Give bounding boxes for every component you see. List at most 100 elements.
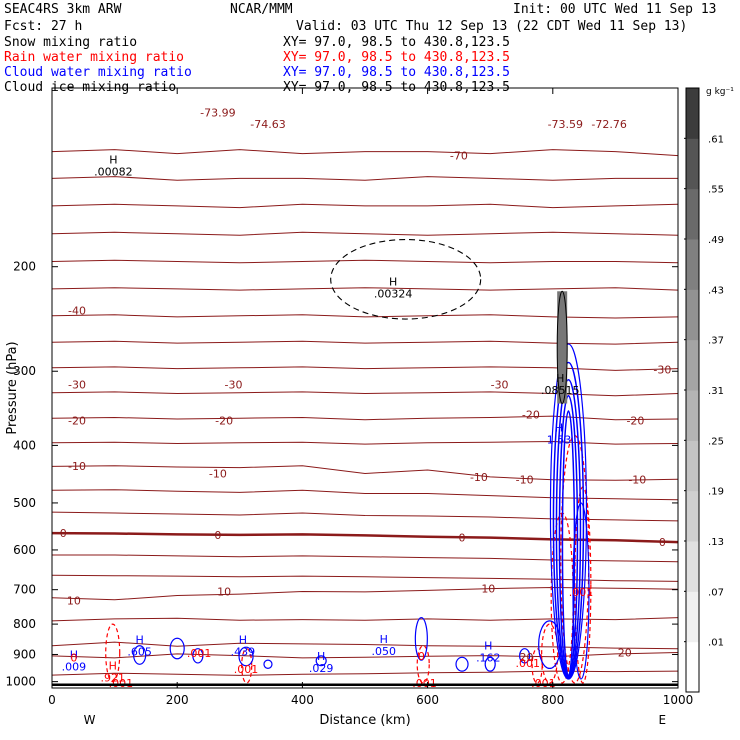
cloud-water-contour bbox=[519, 648, 531, 664]
axes: 0 200 400 600 800 100020030040050060070080090… bbox=[5, 87, 693, 728]
isotherm-line bbox=[51, 149, 679, 157]
colorbar-segment bbox=[686, 88, 699, 139]
isotherm-label: -73.59 bbox=[548, 118, 583, 131]
valid-time: Valid: 03 UTC Thu 12 Sep 13 (22 CDT Wed … bbox=[296, 19, 688, 34]
colorbar-label: .07 bbox=[708, 587, 724, 598]
organization-label: NCAR/MMM bbox=[230, 2, 293, 17]
isotherm-label: -40 bbox=[68, 304, 86, 317]
cloud-water-contour bbox=[238, 646, 254, 667]
isotherm-label: -30 bbox=[491, 379, 509, 392]
extremum-marker: H bbox=[239, 634, 247, 647]
isotherm-label: -20 bbox=[68, 414, 86, 427]
cloud-water-core bbox=[552, 361, 585, 680]
y-tick-label: 300 bbox=[13, 364, 36, 378]
snow-contour bbox=[556, 290, 568, 405]
field-cloudwater-xy: XY= 97.0, 98.5 to 430.8,123.5 bbox=[283, 65, 510, 80]
x-tick-label: 600 bbox=[416, 693, 439, 707]
isotherm-line bbox=[51, 531, 679, 544]
isotherm-label: 20 bbox=[618, 646, 632, 659]
y-tick-label: 200 bbox=[13, 260, 36, 274]
rain-label: .001 bbox=[187, 647, 212, 660]
isotherm-line bbox=[51, 366, 679, 371]
extremum-marker: H bbox=[109, 153, 117, 166]
forecast-hour: Fcst: 27 h bbox=[4, 19, 83, 34]
isotherm-line bbox=[51, 259, 679, 264]
cloud-water-contour bbox=[315, 655, 327, 667]
colorbar-label: .01 bbox=[708, 638, 724, 649]
isotherm-label: -20 bbox=[626, 414, 644, 427]
colorbar-segment bbox=[686, 490, 699, 542]
colorbar-label: .49 bbox=[708, 235, 724, 246]
isotherm-label: 0 bbox=[214, 529, 221, 542]
isotherm-line bbox=[51, 489, 679, 501]
cloud-water-contour bbox=[192, 648, 204, 664]
y-tick-label: 800 bbox=[13, 617, 36, 631]
x-tick-label: 800 bbox=[541, 693, 564, 707]
x-tick-label: 400 bbox=[291, 693, 314, 707]
extremum-value: .439 bbox=[231, 646, 256, 659]
extremum-value: .00082 bbox=[94, 165, 133, 178]
snow-contours bbox=[556, 290, 568, 405]
y-tick-label: 1000 bbox=[5, 675, 36, 689]
colorbar-segment bbox=[686, 339, 699, 391]
cloud-water-contour bbox=[133, 645, 147, 665]
rain-contour bbox=[105, 623, 121, 683]
isotherm-label: 0 bbox=[60, 527, 67, 540]
rain-label: .001 bbox=[516, 657, 541, 670]
extremum-value: .00324 bbox=[374, 288, 413, 301]
isotherm-line bbox=[52, 554, 679, 563]
isotherm-line bbox=[51, 440, 679, 445]
isotherm-label: -20 bbox=[522, 409, 540, 422]
isotherm-label: -30 bbox=[653, 364, 671, 377]
field-snow-name: Snow mixing ratio bbox=[4, 35, 138, 50]
cloud-water-contour bbox=[169, 637, 185, 660]
cloud-water-core bbox=[555, 378, 582, 679]
isotherm-line bbox=[51, 287, 679, 291]
isotherm-line bbox=[51, 574, 679, 582]
colorbar-segment bbox=[686, 541, 699, 592]
rain-label: 0 bbox=[418, 650, 425, 663]
cloud-water-contour bbox=[263, 659, 273, 670]
isotherm-line bbox=[51, 617, 679, 622]
colorbar-label: .13 bbox=[708, 537, 724, 548]
x-tick-label: 200 bbox=[166, 693, 189, 707]
y-tick-label: 400 bbox=[13, 438, 36, 452]
field-rain-name: Rain water mixing ratio bbox=[4, 50, 185, 65]
plot-frame bbox=[51, 87, 679, 689]
isotherm-label: -20 bbox=[215, 414, 233, 427]
isotherm-label: 10 bbox=[217, 586, 231, 599]
isotherm-label: -72.76 bbox=[591, 118, 626, 131]
colorbar-label: .31 bbox=[708, 386, 724, 397]
colorbar-label: .25 bbox=[708, 436, 724, 447]
colorbar-segment bbox=[686, 289, 699, 341]
cloud-water-core bbox=[558, 395, 579, 678]
colorbar-label: .55 bbox=[708, 185, 724, 196]
colorbar-segment bbox=[686, 440, 699, 492]
init-time: Init: 00 UTC Wed 11 Sep 13 bbox=[513, 2, 717, 17]
isotherm-label: 10 bbox=[481, 583, 495, 596]
isotherm-label: -30 bbox=[68, 379, 86, 392]
snow-fill bbox=[557, 291, 568, 404]
rain-label: 0 bbox=[70, 651, 77, 664]
colorbar-segment bbox=[686, 138, 699, 190]
isotherm-line bbox=[51, 465, 679, 481]
extremum-marker: H bbox=[555, 422, 563, 435]
extremum-marker: H bbox=[380, 633, 388, 646]
rain-label: .001 bbox=[234, 663, 259, 676]
cloud-water-contour bbox=[484, 656, 496, 672]
isotherm-label: -30 bbox=[225, 379, 243, 392]
isotherm-label: -10 bbox=[516, 474, 534, 487]
colorbar-label: .61 bbox=[708, 134, 724, 145]
extremum-marker: H bbox=[389, 276, 397, 289]
isotherm-line bbox=[51, 176, 678, 181]
isotherm-label: -10 bbox=[470, 471, 488, 484]
colorbar-label: .37 bbox=[708, 336, 724, 347]
cloud-ice-contour bbox=[330, 238, 482, 320]
isotherm-label: -74.63 bbox=[250, 118, 285, 131]
isotherm-line bbox=[51, 203, 679, 209]
isotherm-label: 10 bbox=[67, 594, 81, 607]
cloud-water-core bbox=[561, 410, 576, 677]
isotherm-line bbox=[51, 314, 679, 319]
extremum-marker: H bbox=[556, 372, 564, 385]
